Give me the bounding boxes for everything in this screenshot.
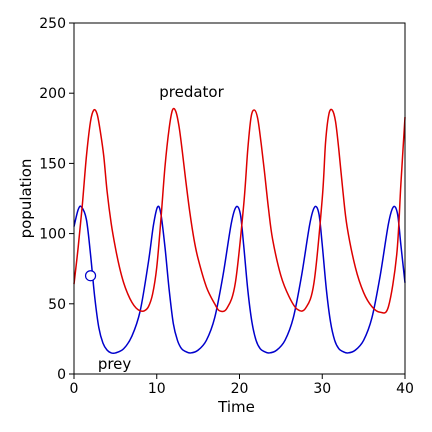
y-tick-label: 250	[39, 16, 66, 32]
x-tick-label: 30	[313, 381, 331, 397]
annotations: predator prey	[98, 83, 225, 373]
y-tick-label: 0	[57, 367, 66, 383]
y-tick-label: 150	[39, 156, 66, 172]
x-tick-label: 20	[231, 381, 249, 397]
y-tick-label: 200	[39, 86, 66, 102]
axis-ticks: 0 10 20 30 40 0 50 100 150 200 250	[39, 16, 414, 397]
annotation-predator: predator	[159, 83, 224, 101]
x-axis-label: Time	[217, 398, 255, 416]
y-axis-label: population	[17, 159, 35, 239]
y-tick-label: 100	[39, 227, 66, 243]
x-tick-label: 10	[148, 381, 166, 397]
series-line-1	[73, 205, 406, 355]
annotation-prey: prey	[98, 355, 132, 373]
data-point-marker	[84, 270, 97, 282]
y-tick-label: 50	[48, 297, 66, 313]
x-tick-label: 40	[396, 381, 414, 397]
x-tick-label: 0	[70, 381, 79, 397]
series-line-2	[73, 107, 406, 314]
plot-area	[73, 107, 406, 355]
